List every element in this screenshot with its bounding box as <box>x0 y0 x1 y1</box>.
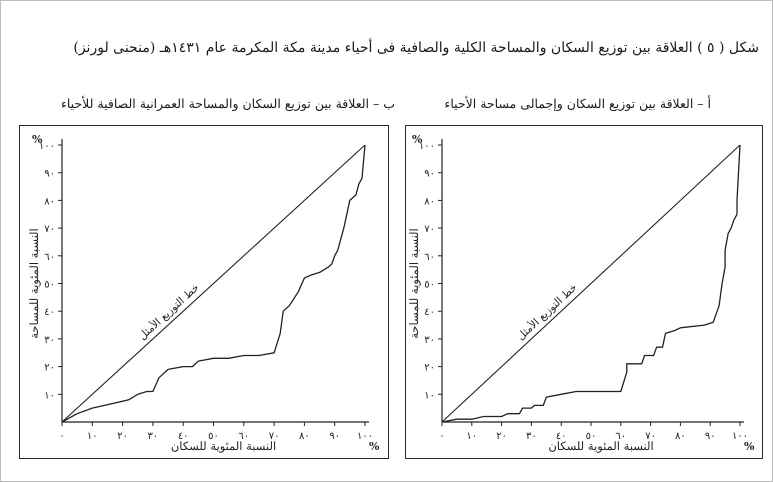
x-unit-label: % <box>369 440 380 453</box>
x-tick-label: ٤٠ <box>178 431 189 442</box>
y-tick-label: ٥٠ <box>44 280 55 291</box>
x-tick-label: ١٠ <box>87 431 98 442</box>
x-tick-label: ٩٠ <box>329 431 340 442</box>
x-unit-label: % <box>744 440 755 453</box>
y-tick-label: ٣٠ <box>424 335 435 346</box>
x-tick-label: ٧٠ <box>645 431 656 442</box>
y-tick-label: ٣٠ <box>44 335 55 346</box>
x-tick-label: ١٠٠ <box>732 431 748 442</box>
x-tick-label: ٣٠ <box>148 431 159 442</box>
y-tick-label: ٦٠ <box>44 252 55 263</box>
panel-a-title: أ – العلاقة بين توزيع السكان وإجمالى مسا… <box>444 96 711 111</box>
y-tick-label: ١٠٠ <box>39 141 55 152</box>
chart-panel-a: ١٠٠ ٩٠ ٨٠ ٧٠ ٦٠ ٥٠ ٤٠ ٣٠ ٢٠ ١٠ ٠ ١٠ ٢٠ ٣٠ ٤٠ ٥٠ ٦٠ ٧٠ ٨٠ ٩٠… <box>405 125 763 459</box>
x-axis-title: النسبة المئوية للسكان <box>548 439 653 453</box>
x-tick-label: ٦٠ <box>238 431 249 442</box>
y-tick-label: ٢٠ <box>44 363 55 374</box>
y-unit-label: % <box>32 133 43 146</box>
y-tick-label: ١٠٠ <box>419 141 435 152</box>
x-tick-label: ٠ <box>59 431 64 442</box>
x-tick-label: ٩٠ <box>705 431 716 442</box>
x-tick-label: ٢٠ <box>117 431 128 442</box>
equality-line-label: خط التوزيع الأمثل <box>514 280 580 343</box>
y-unit-label: % <box>412 133 423 146</box>
y-tick-label: ٧٠ <box>44 224 55 235</box>
x-tick-label: ٢٠ <box>496 431 507 442</box>
x-tick-label: ٥٠ <box>586 431 597 442</box>
x-axis-title: النسبة المئوية للسكان <box>171 439 276 453</box>
chart-panel-b: ١٠٠ ٩٠ ٨٠ ٧٠ ٦٠ ٥٠ ٤٠ ٣٠ ٢٠ ١٠ ٠ ١٠ ٢٠ ٣٠ ٤٠ ٥٠ ٦٠ ٧٠ ٨٠ ٩٠… <box>19 125 389 459</box>
y-tick-label: ٤٠ <box>424 307 435 318</box>
y-tick-label: ٧٠ <box>424 224 435 235</box>
y-axis-title: النسبة المئوية للمساحة <box>407 228 421 339</box>
lorenz-curve <box>61 144 366 423</box>
x-tick-label: ٥٠ <box>208 431 219 442</box>
x-tick-label: ٧٠ <box>269 431 280 442</box>
x-tick-label: ٨٠ <box>299 431 310 442</box>
panel-b-title: ب – العلاقة بين توزيع السكان والمساحة ال… <box>60 96 395 111</box>
y-tick-label: ١٠ <box>424 390 435 401</box>
equality-line <box>61 144 366 423</box>
x-tick-label: ١٠٠ <box>357 431 373 442</box>
x-tick-label: ٤٠ <box>556 431 567 442</box>
equality-line-label: خط التوزيع الأمثل <box>135 280 201 342</box>
x-tick-label: ٦٠ <box>615 431 626 442</box>
x-tick-label: ٠ <box>439 431 444 442</box>
y-tick-label: ٢٠ <box>424 363 435 374</box>
x-tick-label: ٣٠ <box>526 431 537 442</box>
y-tick-label: ٩٠ <box>44 169 55 180</box>
y-tick-label: ٥٠ <box>424 280 435 291</box>
lorenz-curve <box>441 144 741 423</box>
y-tick-label: ١٠ <box>44 390 55 401</box>
y-tick-label: ٩٠ <box>424 169 435 180</box>
y-tick-label: ٤٠ <box>44 307 55 318</box>
y-tick-label: ٨٠ <box>424 196 435 207</box>
x-tick-label: ٨٠ <box>675 431 686 442</box>
y-axis-title: النسبة المئوية للمساحة <box>27 228 41 339</box>
y-tick-label: ٨٠ <box>44 196 55 207</box>
y-tick-label: ٦٠ <box>424 252 435 263</box>
x-tick-label: ١٠ <box>466 431 477 442</box>
equality-line <box>441 144 741 423</box>
figure-title: شكل ( ٥ ) العلاقة بين توزيع السكان والمس… <box>73 40 759 56</box>
